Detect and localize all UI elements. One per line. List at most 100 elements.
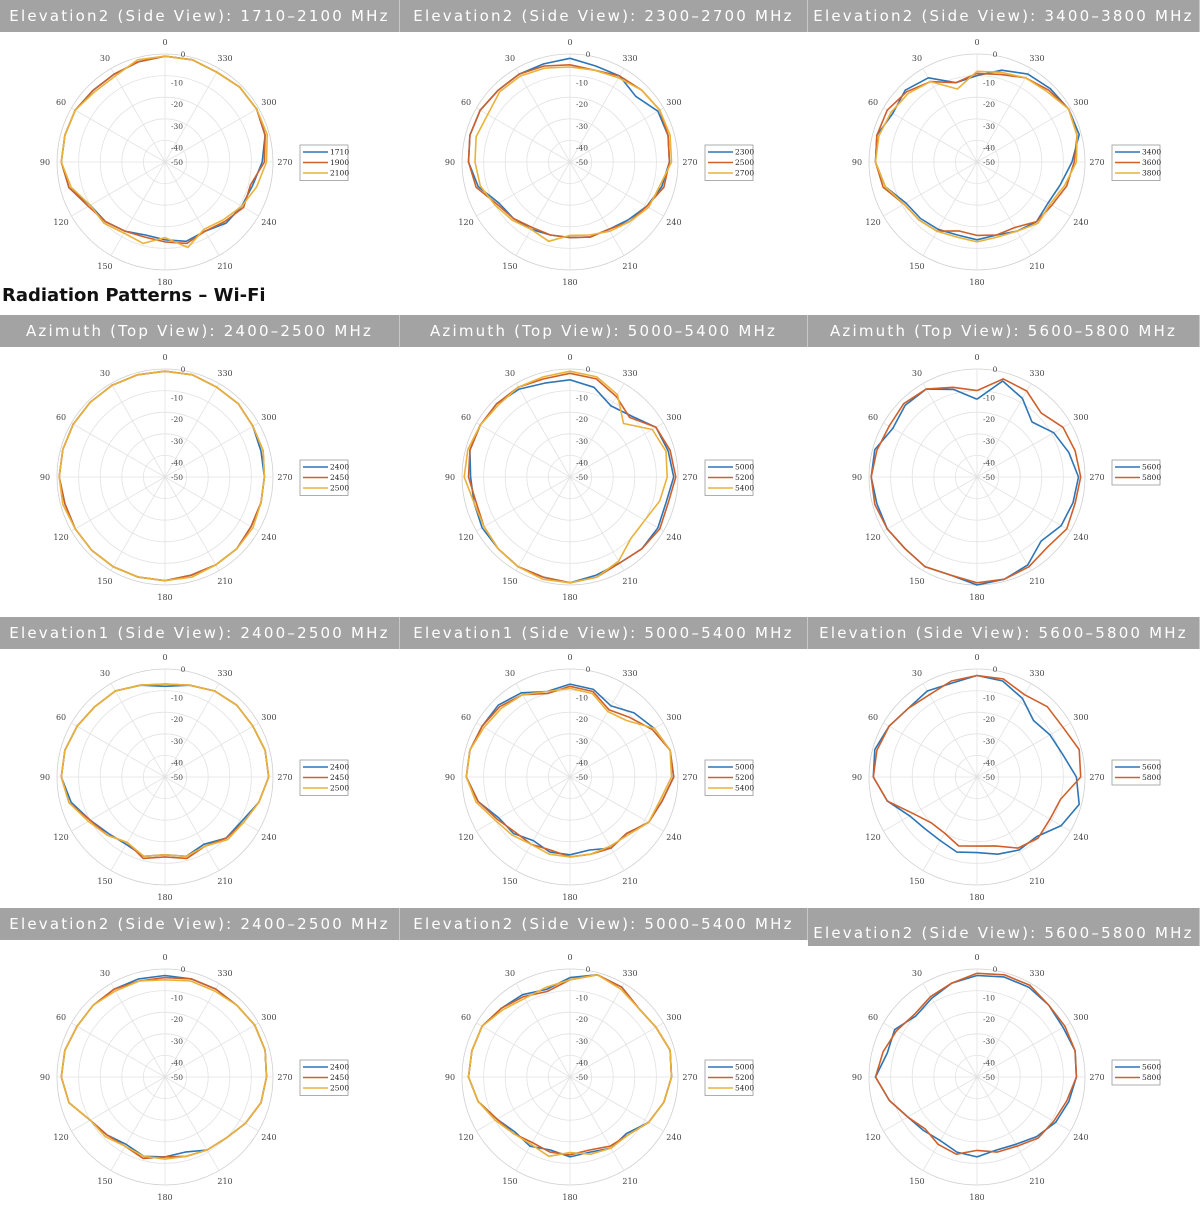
angle-tick-label: 180 bbox=[562, 1193, 577, 1202]
angle-tick-label: 90 bbox=[40, 158, 50, 167]
radial-tick-label: -50 bbox=[576, 1073, 588, 1082]
grid-spoke bbox=[515, 161, 571, 256]
angle-tick-label: 120 bbox=[53, 833, 68, 842]
polar-chart: 0 30 60 90 120 150 180 210 240 270 300 330 0 -10 -20 -3… bbox=[445, 953, 754, 1202]
radial-tick-label: -30 bbox=[576, 737, 588, 746]
angle-tick-label: 330 bbox=[622, 369, 637, 378]
angle-tick-label: 240 bbox=[261, 533, 276, 542]
grid-spoke bbox=[569, 1022, 664, 1078]
angle-tick-label: 120 bbox=[53, 1133, 68, 1142]
radial-tick-label: -50 bbox=[983, 473, 995, 482]
grid-spoke bbox=[883, 1022, 978, 1078]
legend-label: 2500 bbox=[330, 484, 349, 493]
angle-tick-label: 240 bbox=[666, 833, 681, 842]
series-line-2500 bbox=[58, 370, 266, 582]
radial-tick-label: -50 bbox=[983, 773, 995, 782]
grid-spoke bbox=[569, 722, 664, 778]
grid-spoke bbox=[569, 107, 664, 163]
angle-tick-label: 90 bbox=[852, 773, 862, 782]
grid-spoke bbox=[164, 107, 259, 163]
series-line-2400 bbox=[60, 974, 268, 1158]
angle-tick-label: 150 bbox=[502, 877, 517, 886]
chart-title: Elevation1 (Side View): 5000–5400 MHz bbox=[400, 617, 808, 649]
angle-tick-label: 0 bbox=[567, 353, 572, 362]
angle-tick-label: 0 bbox=[567, 653, 572, 662]
section-heading-wifi: Radiation Patterns – Wi-Fi bbox=[2, 285, 266, 306]
radial-tick-label: -10 bbox=[576, 79, 588, 88]
radial-tick-label: 0 bbox=[586, 50, 591, 59]
grid-spoke bbox=[164, 68, 220, 163]
grid-spoke bbox=[922, 476, 978, 571]
angle-tick-label: 90 bbox=[40, 773, 50, 782]
radial-tick-label: -30 bbox=[576, 437, 588, 446]
angle-tick-label: 300 bbox=[1073, 98, 1088, 107]
angle-tick-label: 180 bbox=[562, 893, 577, 902]
radial-tick-label: -50 bbox=[576, 158, 588, 167]
angle-tick-label: 150 bbox=[97, 577, 112, 586]
legend-label: 2300 bbox=[735, 148, 754, 157]
legend-label: 5600 bbox=[1142, 463, 1161, 472]
angle-tick-label: 150 bbox=[97, 262, 112, 271]
radial-tick-label: -20 bbox=[576, 715, 588, 724]
angle-tick-label: 30 bbox=[912, 669, 922, 678]
angle-tick-label: 330 bbox=[217, 669, 232, 678]
radial-tick-label: -10 bbox=[576, 694, 588, 703]
angle-tick-label: 330 bbox=[217, 969, 232, 978]
angle-tick-label: 30 bbox=[100, 669, 110, 678]
angle-tick-label: 300 bbox=[666, 413, 681, 422]
grid-spoke bbox=[110, 68, 166, 163]
radial-tick-label: -50 bbox=[171, 773, 183, 782]
legend-label: 2500 bbox=[735, 158, 754, 167]
angle-tick-label: 210 bbox=[622, 262, 637, 271]
legend-label: 5400 bbox=[735, 1084, 754, 1093]
radial-tick-label: -30 bbox=[576, 122, 588, 131]
angle-tick-label: 210 bbox=[217, 1177, 232, 1186]
radial-tick-label: -30 bbox=[171, 122, 183, 131]
radial-tick-label: -40 bbox=[171, 758, 183, 767]
legend-label: 5200 bbox=[735, 773, 754, 782]
grid-spoke bbox=[569, 476, 625, 571]
angle-tick-label: 0 bbox=[162, 953, 167, 962]
angle-tick-label: 30 bbox=[505, 669, 515, 678]
legend-label: 5600 bbox=[1142, 1063, 1161, 1072]
legend-label: 1710 bbox=[330, 148, 349, 157]
grid-spoke bbox=[883, 776, 978, 832]
grid-spoke bbox=[976, 1022, 1071, 1078]
angle-tick-label: 270 bbox=[277, 473, 292, 482]
angle-tick-label: 330 bbox=[1029, 54, 1044, 63]
radial-tick-label: 0 bbox=[586, 665, 591, 674]
angle-tick-label: 60 bbox=[868, 1013, 878, 1022]
angle-tick-label: 60 bbox=[461, 1013, 471, 1022]
radial-tick-label: -50 bbox=[576, 773, 588, 782]
angle-tick-label: 120 bbox=[458, 218, 473, 227]
radial-tick-label: -20 bbox=[171, 100, 183, 109]
radial-tick-label: 0 bbox=[181, 665, 186, 674]
grid-spoke bbox=[569, 683, 625, 778]
grid-spoke bbox=[883, 161, 978, 217]
angle-tick-label: 330 bbox=[1029, 369, 1044, 378]
grid-spoke bbox=[976, 1076, 1071, 1132]
legend-label: 2100 bbox=[330, 169, 349, 178]
radial-tick-label: -30 bbox=[983, 437, 995, 446]
polar-chart: 0 30 60 90 120 150 180 210 240 270 300 330 0 -10 -20 -3… bbox=[40, 653, 349, 902]
angle-tick-label: 180 bbox=[157, 593, 172, 602]
angle-tick-label: 0 bbox=[162, 653, 167, 662]
radial-tick-label: -10 bbox=[576, 394, 588, 403]
grid-spoke bbox=[110, 683, 166, 778]
angle-tick-label: 0 bbox=[974, 38, 979, 47]
angle-tick-label: 300 bbox=[1073, 713, 1088, 722]
angle-tick-label: 180 bbox=[157, 1193, 172, 1202]
angle-tick-label: 300 bbox=[261, 98, 276, 107]
radial-tick-label: 0 bbox=[586, 965, 591, 974]
grid-spoke bbox=[569, 161, 625, 256]
angle-tick-label: 330 bbox=[217, 54, 232, 63]
series-line-5400 bbox=[463, 370, 669, 584]
radial-tick-label: -50 bbox=[576, 473, 588, 482]
radial-tick-label: -40 bbox=[171, 1058, 183, 1067]
radial-tick-label: -10 bbox=[576, 994, 588, 1003]
grid-spoke bbox=[164, 776, 220, 871]
